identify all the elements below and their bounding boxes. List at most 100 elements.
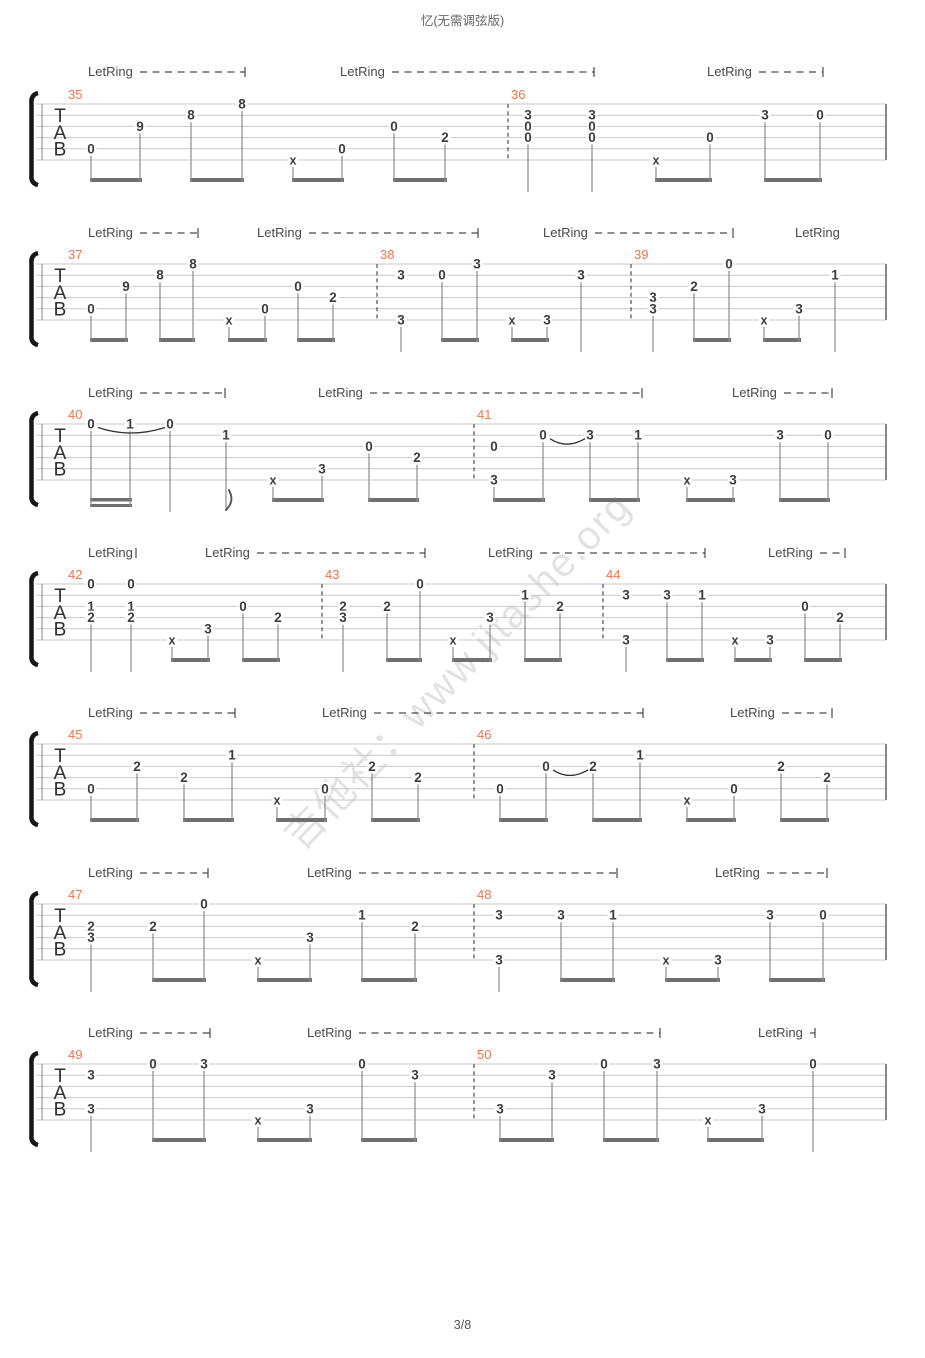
fret-number: 3 bbox=[473, 257, 481, 272]
measure-number: 41 bbox=[477, 407, 491, 422]
letring-label: LetRing bbox=[88, 705, 133, 720]
system-bracket bbox=[29, 1050, 39, 1148]
tab-clef-letter: A bbox=[54, 1083, 67, 1104]
fret-halo bbox=[223, 313, 235, 326]
fret-number: 1 bbox=[831, 268, 839, 283]
fret-halo bbox=[471, 257, 483, 270]
fret-number: 3 bbox=[714, 953, 722, 968]
fret-halo bbox=[395, 268, 407, 282]
fret-number: 3 bbox=[486, 610, 494, 625]
tie-slur bbox=[549, 438, 586, 445]
measure-number: 43 bbox=[325, 567, 339, 582]
fret-number: 1 bbox=[698, 588, 706, 603]
fret-halo bbox=[226, 748, 238, 762]
letring-label: LetRing bbox=[715, 865, 760, 880]
beam bbox=[183, 818, 234, 822]
fret-number: 2 bbox=[274, 610, 282, 625]
fret-number: 3 bbox=[496, 1101, 504, 1116]
fret-halo bbox=[587, 759, 599, 773]
beam bbox=[228, 338, 267, 342]
fret-halo bbox=[799, 599, 811, 613]
fret-number: 2 bbox=[87, 919, 95, 934]
measure-number: 47 bbox=[68, 887, 82, 902]
fret-halo bbox=[267, 473, 279, 486]
fret-number: 3 bbox=[577, 268, 585, 283]
fret-halo bbox=[85, 1101, 97, 1115]
fret-halo bbox=[822, 428, 834, 442]
letring-label: LetRing bbox=[795, 225, 840, 240]
tie-slur bbox=[552, 769, 589, 777]
system-bracket bbox=[29, 890, 39, 988]
fret-number: 0 bbox=[496, 781, 504, 796]
fret-halo bbox=[131, 759, 143, 773]
fret-number: 9 bbox=[122, 279, 130, 294]
letring-label: LetRing bbox=[707, 64, 752, 79]
fret-number: 0 bbox=[706, 130, 714, 145]
letring-label: LetRing bbox=[758, 1025, 803, 1040]
dead-note: x bbox=[684, 474, 691, 488]
fret-halo bbox=[337, 610, 349, 624]
fret-number: 0 bbox=[294, 279, 302, 294]
letring-label: LetRing bbox=[307, 1025, 352, 1040]
fret-halo bbox=[555, 908, 567, 922]
fret-halo bbox=[584, 428, 596, 442]
fret-number: 0 bbox=[416, 577, 424, 592]
system-bracket bbox=[29, 90, 39, 188]
tab-clef-letter: B bbox=[54, 940, 67, 961]
fret-number: 0 bbox=[358, 1057, 366, 1072]
fret-halo bbox=[764, 908, 776, 922]
fret-number: 2 bbox=[180, 770, 188, 785]
beam bbox=[242, 658, 280, 662]
fret-number: 0 bbox=[824, 428, 832, 443]
fret-halo bbox=[272, 610, 284, 624]
fret-halo bbox=[704, 130, 716, 144]
fret-halo bbox=[125, 610, 137, 624]
fret-number: 1 bbox=[634, 428, 642, 443]
fret-halo bbox=[723, 257, 735, 270]
fret-halo bbox=[775, 759, 787, 773]
beam bbox=[297, 338, 335, 342]
fret-number: 3 bbox=[557, 908, 565, 923]
fret-halo bbox=[436, 268, 448, 282]
fret-halo bbox=[85, 610, 97, 624]
fret-halo bbox=[154, 268, 166, 282]
letring-label: LetRing bbox=[88, 225, 133, 240]
beam bbox=[592, 818, 642, 822]
tab-clef-letter: A bbox=[54, 923, 67, 944]
fret-number: 8 bbox=[187, 108, 195, 123]
beam bbox=[655, 178, 712, 182]
beam bbox=[393, 178, 447, 182]
beam bbox=[90, 498, 132, 502]
beam bbox=[734, 658, 772, 662]
fret-halo bbox=[147, 919, 159, 933]
eighth-flag bbox=[225, 489, 233, 511]
tab-clef-letter: A bbox=[54, 603, 67, 624]
fret-number: 3 bbox=[524, 108, 532, 123]
fret-number: 1 bbox=[126, 417, 134, 432]
beam bbox=[780, 818, 829, 822]
fret-halo bbox=[363, 439, 375, 453]
letring-label: LetRing bbox=[307, 865, 352, 880]
fret-halo bbox=[411, 450, 423, 464]
fret-halo bbox=[586, 119, 598, 133]
beam bbox=[666, 658, 704, 662]
fret-halo bbox=[575, 268, 587, 282]
beam bbox=[560, 978, 615, 982]
fret-number: 3 bbox=[306, 930, 314, 945]
fret-halo bbox=[728, 781, 740, 795]
beam bbox=[763, 338, 801, 342]
fret-halo bbox=[439, 130, 451, 144]
fret-halo bbox=[540, 759, 552, 773]
fret-halo bbox=[356, 1057, 368, 1070]
fret-halo bbox=[447, 633, 459, 646]
beam bbox=[686, 498, 735, 502]
fret-halo bbox=[252, 953, 264, 966]
beam bbox=[779, 498, 830, 502]
fret-halo bbox=[414, 577, 426, 590]
beam bbox=[371, 818, 420, 822]
fret-number: 2 bbox=[413, 450, 421, 465]
fret-number: 3 bbox=[663, 588, 671, 603]
beam bbox=[368, 498, 419, 502]
fret-number: 3 bbox=[397, 313, 405, 328]
